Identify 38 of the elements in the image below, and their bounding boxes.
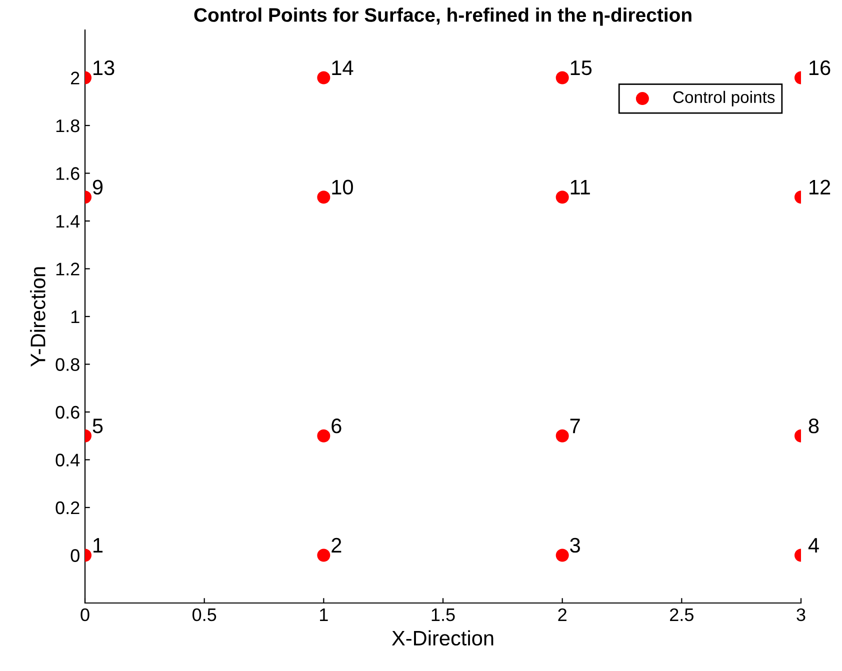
legend-label: Control points [673,90,775,106]
x-tick-label: 2.5 [670,608,694,622]
y-tick-label: 1.4 [56,215,80,228]
annotation: 12 [810,180,830,194]
chart-title: Control Points for Surface, h-refined in the η-direction [194,8,692,26]
annotation: 5 [92,418,103,434]
x-tick-label: 1 [320,608,328,621]
annotation: 7 [570,418,580,434]
y-tick-label: 0.2 [56,501,80,514]
annotation: 15 [570,60,592,76]
x-tick-label: 0.5 [192,608,216,622]
annotation: 1 [94,538,103,552]
annotation: 9 [92,180,103,195]
annotation: 3 [570,538,580,553]
annotation: 2 [332,538,342,552]
annotation: 4 [808,538,819,552]
annotation: 14 [332,60,354,75]
y-tick-label: 0.4 [56,454,80,466]
y-tick-label: 0.8 [56,358,80,371]
x-tick-label: 0 [80,608,90,622]
y-tick-label: 0.6 [56,406,80,419]
y-tick-label: 0 [70,549,80,562]
x-axis-title: X-Direction [392,630,494,646]
y-tick-label: 1 [71,310,80,324]
annotation: 8 [808,418,819,434]
annotation: 6 [332,418,342,434]
x-tick-label: 1.5 [432,608,455,622]
x-tick-label: 3 [796,608,806,622]
annotation: 11 [570,180,590,194]
y-axis-title: Y-Direction [30,267,46,367]
annotation: 16 [810,60,830,76]
y-tick-label: 1.8 [56,119,80,132]
y-tick-label: 1.6 [56,167,80,180]
y-tick-label: 1.2 [56,262,80,276]
x-tick-label: 2 [558,608,566,621]
annotation: 13 [94,60,114,76]
y-tick-label: 2 [71,72,80,84]
annotation: 10 [332,180,353,195]
